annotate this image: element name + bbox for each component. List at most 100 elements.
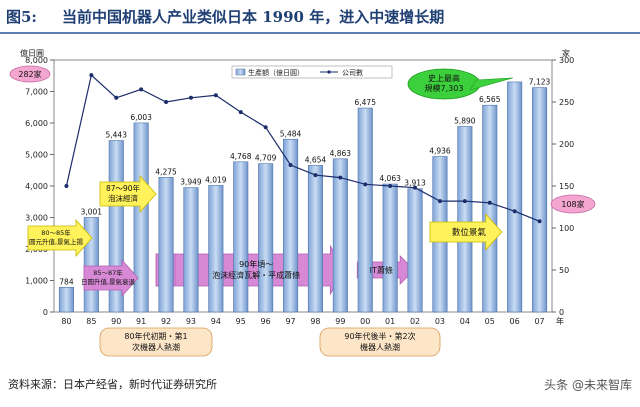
y2-tick-label: 200 <box>559 140 574 149</box>
x-tick-label: 07 <box>534 317 544 326</box>
company-count-point <box>139 87 144 92</box>
x-tick-label: 96 <box>261 317 271 326</box>
slump-85-87-arrow <box>83 258 139 298</box>
record-high-pointer <box>469 77 513 91</box>
x-tick-label: 85 <box>86 317 96 326</box>
y-tick-label: 6,000 <box>25 119 48 128</box>
bar <box>482 104 498 313</box>
digital-boom-arrow <box>429 212 503 252</box>
company-count-point <box>114 95 119 100</box>
bar <box>382 183 398 313</box>
bar-value-label: 4,019 <box>205 175 227 184</box>
it-slump-label: IT蕭條 <box>370 265 393 275</box>
watermark: 头条 @未来智库 <box>544 378 632 392</box>
boom-87-90-arrow <box>99 174 157 214</box>
bar-value-label: 6,003 <box>130 113 152 122</box>
digital-boom-label: 數位景氣 <box>452 227 487 238</box>
slump-85-87-label: 85～87年日圓升值,景氣衰退 <box>81 268 136 286</box>
bar-value-label: 4,768 <box>230 152 252 161</box>
second-boom-pill <box>319 327 441 357</box>
x-tick-label: 94 <box>211 317 221 326</box>
company-count-point <box>89 73 94 78</box>
bar-value-label: 4,275 <box>155 167 177 176</box>
x-tick-label: 80 <box>61 317 71 326</box>
x-tick-label: 91 <box>136 317 146 326</box>
bar-value-label: 4,709 <box>255 154 277 163</box>
legend-box <box>231 65 393 79</box>
bar <box>233 161 249 313</box>
second-boom-label: 90年代後半・第2次機器人熱潮 <box>344 331 415 352</box>
bar <box>357 107 373 313</box>
bar-value-label: 5,443 <box>106 131 128 140</box>
bar-value-label: 784 <box>59 277 74 286</box>
bar-value-label: 5,890 <box>454 116 476 125</box>
x-tick-label: 92 <box>161 317 171 326</box>
y2-tick-label: 100 <box>559 224 574 233</box>
bar-value-label: 5,484 <box>280 129 302 138</box>
y-tick-label: 8,000 <box>25 56 48 65</box>
legend-line-marker <box>327 70 331 74</box>
bar <box>133 122 149 313</box>
company-count-line <box>65 73 540 222</box>
x-tick-label: 01 <box>385 317 395 326</box>
source-note: 资料来源：日本产经省，新时代证券研究所 <box>8 378 217 391</box>
company-count-point <box>462 199 467 204</box>
company-count-point <box>263 125 268 130</box>
figure-title: 当前中国机器人产业类似日本 1990 年，进入中速增长期 <box>62 8 445 26</box>
y2-tick-label: 250 <box>559 98 574 107</box>
chart: 01,0002,0003,0004,0005,0006,0007,0008,00… <box>9 48 596 357</box>
x-tick-label: 95 <box>236 317 246 326</box>
company-count-point <box>437 199 442 204</box>
boom-80-85-label: 80～85年圓元升值,景氣上揚 <box>29 228 84 246</box>
bar-value-label: 4,863 <box>330 149 352 158</box>
y2-tick-label: 300 <box>559 56 574 65</box>
bar <box>183 187 199 313</box>
bar <box>407 188 423 313</box>
boom-87-90-label: 87～90年泡沫經濟 <box>106 183 141 203</box>
x-tick-label: 05 <box>485 317 495 326</box>
callout-282-label: 282家 <box>18 69 41 79</box>
y-tick-label: 0 <box>43 308 48 317</box>
title-bar: 图5: 当前中国机器人产业类似日本 1990 年，进入中速增长期 <box>0 0 640 34</box>
bar <box>507 81 523 313</box>
boom-80-85-arrow <box>27 218 93 258</box>
company-count-point <box>388 184 393 188</box>
x-tick-label: 98 <box>310 317 320 326</box>
y-tick-label: 4,000 <box>25 182 48 191</box>
y2-tick-label: 50 <box>559 266 569 275</box>
figure-label: 图5: <box>6 8 37 26</box>
y2-axis-unit: 家 <box>562 48 570 58</box>
bar-value-label: 6,565 <box>479 95 501 104</box>
x-tick-label: 04 <box>460 317 470 326</box>
legend: 生產額（億日圓） 公司數 <box>231 65 393 79</box>
company-count-point <box>512 209 517 214</box>
x-tick-label: 99 <box>335 317 345 326</box>
bar-value-label: 6,475 <box>355 98 377 107</box>
company-count-point <box>338 175 343 180</box>
x-tick-label: 90 <box>111 317 121 326</box>
slump-90s-label: 90年頃～泡沫經濟瓦解・平成蕭條 <box>212 259 300 280</box>
bar-value-label: 3,001 <box>81 207 103 216</box>
bar <box>332 158 348 313</box>
y2-tick-label: 150 <box>559 182 574 191</box>
bar-value-label: 4,063 <box>379 174 401 183</box>
bar <box>208 185 224 313</box>
x-tick-label: 02 <box>410 317 420 326</box>
company-count-point <box>537 219 542 224</box>
y-axis-unit: 億日圓 <box>20 48 44 58</box>
bar <box>457 126 473 313</box>
bar <box>307 165 323 313</box>
company-count-point <box>238 110 243 115</box>
record-high-label: 史上最高規模7,303 <box>425 73 464 93</box>
y2-tick-label: 0 <box>559 308 564 317</box>
y-tick-label: 1,000 <box>25 277 48 286</box>
first-boom-label: 80年代初期・第1 次機器人熱潮 <box>124 331 187 352</box>
bar <box>258 163 274 313</box>
x-tick-label: 93 <box>186 317 196 326</box>
company-count-point <box>313 173 318 178</box>
bar <box>283 138 299 313</box>
bar-value-label: 4,936 <box>429 147 451 156</box>
bar <box>532 87 548 313</box>
callout-108-label: 108家 <box>561 199 584 209</box>
bar <box>158 177 174 313</box>
